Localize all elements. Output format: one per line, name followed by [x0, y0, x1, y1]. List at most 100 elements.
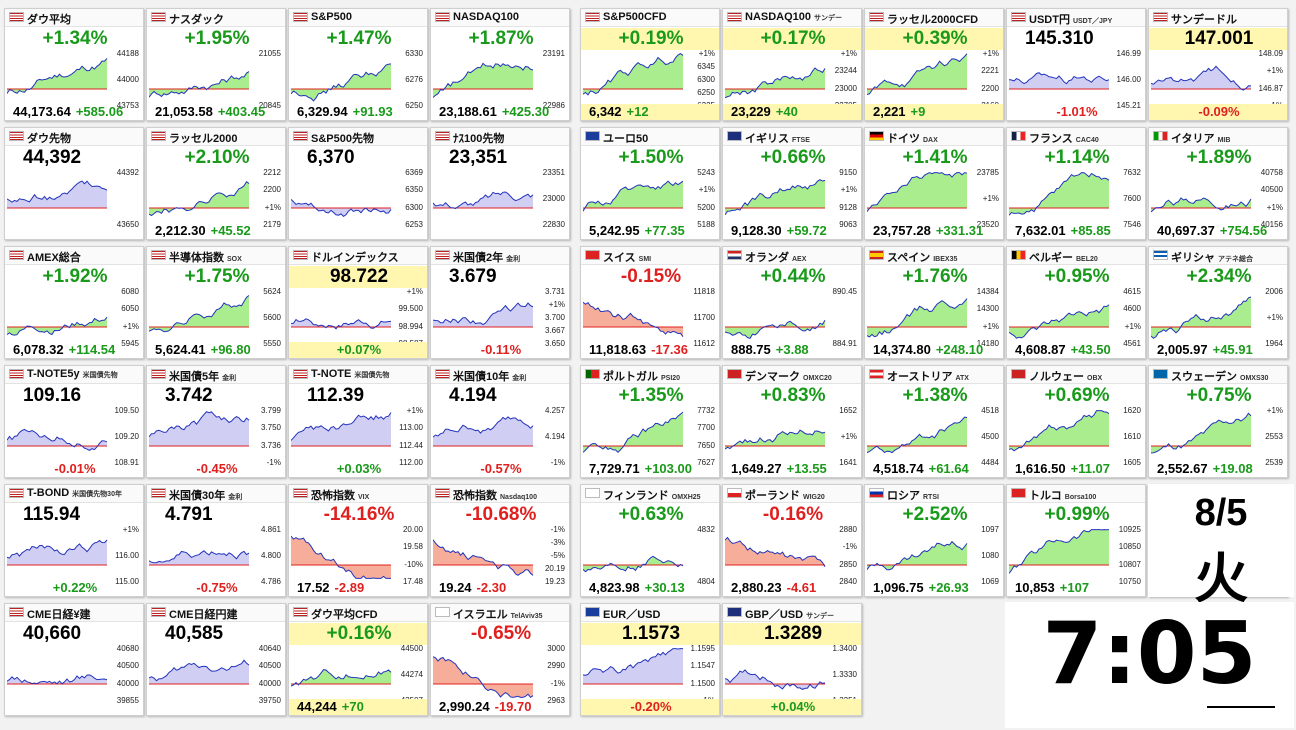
- tile-change-percent: -0.09%: [1198, 104, 1240, 119]
- tile-name: 恐怖指数 Nasdaq100: [453, 487, 537, 503]
- market-tile[interactable]: フィンランド OMXH25 +0.63% 4832 4804 4,823.98 +30.13: [580, 484, 720, 597]
- tile-header: ラッセル2000CFD: [865, 9, 1003, 27]
- market-tile[interactable]: ギリシャ アテネ総合 +2.34% 2006 +1% 1964 2,005.97 +45.91: [1148, 246, 1288, 359]
- sparkline-line: [433, 302, 534, 326]
- market-tile[interactable]: ベルギー BEL20 +0.95% 4615 4600 +1% 4561 4,608.87 +4…: [1006, 246, 1146, 359]
- tile-name: ドイツ DAX: [887, 130, 938, 146]
- clock-underline: [1207, 706, 1275, 708]
- axis-label: 6253: [405, 220, 423, 229]
- market-tile[interactable]: ロシア RTSI +2.52% 1097 1080 1069 1,096.75 +26.93: [864, 484, 1004, 597]
- market-tile[interactable]: ノルウェー OBX +0.69% 1620 1610 1605 1,616.50 +11.07: [1006, 365, 1146, 478]
- tile-name-text: ポルトガル: [603, 371, 658, 383]
- market-tile[interactable]: CME日経円建 40,585 40640 40500 40000 39750: [146, 603, 286, 716]
- tile-sparkline: [7, 180, 108, 209]
- tile-footer: 7,729.71 +103.00: [581, 461, 719, 477]
- sparkline-line: [725, 536, 826, 568]
- market-tile[interactable]: GBP／USDサンデー1.32891.34001.33301.3251+0.04…: [722, 603, 862, 716]
- market-tile[interactable]: 米国債10年 金利 4.194 4.257 4.194 -1% -0.57%: [430, 365, 570, 478]
- sparkline-area: [1009, 172, 1109, 216]
- tile-sparkline: [867, 416, 968, 454]
- sparkline-area: [725, 67, 825, 98]
- market-tile[interactable]: S&P500 +1.47% 6330 6276 6250 6,329.94 +91.93: [288, 8, 428, 121]
- tile-header: ノルウェー OBX: [1007, 366, 1145, 384]
- market-tile[interactable]: T-NOTE 米国債先物 112.39 +1% 113.00 112.44 112.00 +0…: [288, 365, 428, 478]
- market-tile[interactable]: S&P500CFD+0.19%+1%63456300625062256,342+…: [580, 8, 720, 121]
- market-tile[interactable]: ダウ平均CFD+0.16%44500442744350744,244+70: [288, 603, 428, 716]
- axis-label: -1%: [550, 458, 565, 467]
- market-tile[interactable]: オーストリア ATX +1.38% 4518 4500 4484 4,518.74 +61.6…: [864, 365, 1004, 478]
- tile-subname: FTSE: [792, 137, 810, 144]
- market-tile[interactable]: ドルインデックス98.722+1%99.50098.99498.587+0.07…: [288, 246, 428, 359]
- market-tile[interactable]: トルコ Borsa100 +0.99% 10925 10850 10807 10750 10,…: [1006, 484, 1146, 597]
- tile-name: フィンランド OMXH25: [603, 487, 701, 503]
- market-tile[interactable]: CME日経¥建 40,660 40680 40500 40000 39855: [4, 603, 144, 716]
- market-tile[interactable]: S&P500先物 6,370 6369 6350 6300 6253: [288, 127, 428, 240]
- market-tile[interactable]: ポーランド WIG20 -0.16% 2880 -1% 2850 2840 2,880.23-…: [722, 484, 862, 597]
- tile-header: 恐怖指数 VIX: [289, 485, 427, 503]
- market-tile[interactable]: 恐怖指数 VIX -14.16% 20.00 19.58 -10% 17.48 17.52 -2…: [288, 484, 428, 597]
- axis-label: 5550: [263, 339, 281, 348]
- tile-headline: +0.69%: [1044, 385, 1110, 406]
- flag-us-icon: [1153, 12, 1168, 22]
- tile-price: 9,128.30 +59.72: [731, 223, 827, 238]
- market-tile[interactable]: ナスダック +1.95% 21055 20845 21,053.58 +403.45: [146, 8, 286, 121]
- tile-sparkline: [867, 540, 968, 571]
- tile-subname: TelAviv35: [510, 613, 543, 620]
- tile-subname: アテネ総合: [1218, 256, 1253, 263]
- market-tile[interactable]: ラッセル2000 +2.10% 2212 2200 +1% 2179 2,212.30 +45…: [146, 127, 286, 240]
- market-tile[interactable]: ユーロ50 +1.50% 5243 +1% 5200 5188 5,242.95 +77.35: [580, 127, 720, 240]
- axis-label: 148.09: [1258, 49, 1283, 58]
- market-tile[interactable]: ラッセル2000CFD+0.39%+1%2221220021602,221+9: [864, 8, 1004, 121]
- flag-eu-icon: [585, 131, 600, 141]
- market-tile[interactable]: オランダ AEX +0.44% 890.45 884.91 888.75 +3.88: [722, 246, 862, 359]
- tile-name-text: ナスダック: [169, 14, 224, 26]
- market-tile[interactable]: NASDAQ100 +1.87% 23191 22986 23,188.61 +425.3…: [430, 8, 570, 121]
- axis-label: +1%: [1266, 202, 1283, 212]
- tile-header: オーストリア ATX: [865, 366, 1003, 384]
- market-tile[interactable]: ドイツ DAX +1.41% 23785 +1% 23520 23,757.28 +331.3…: [864, 127, 1004, 240]
- market-tile[interactable]: AMEX総合 +1.92% 6080 6050 +1% 5945 6,078.32 +114.…: [4, 246, 144, 359]
- market-tile[interactable]: 米国債2年 金利 3.679 3.731 +1% 3.700 3.667 3.650 -0.11…: [430, 246, 570, 359]
- tile-subname: WIG20: [803, 494, 825, 501]
- axis-label: -5%: [550, 551, 565, 560]
- tile-change: +114.54: [68, 342, 116, 357]
- sparkline-area: [149, 181, 249, 216]
- market-tile[interactable]: 米国債30年 金利 4.791 4.861 4.800 4.786 -0.75%: [146, 484, 286, 597]
- tile-name-text: T-NOTE: [311, 368, 352, 380]
- axis-label: 2553: [1265, 432, 1283, 441]
- axis-label: 3.799: [260, 406, 281, 415]
- market-tile[interactable]: スペイン IBEX35 +1.76% 14384 14300 +1% 14180 14,374…: [864, 246, 1004, 359]
- market-tile[interactable]: T-BOND 米国債先物30年 115.94 +1% 116.00 115.00 +0.22…: [4, 484, 144, 597]
- market-tile[interactable]: ﾅｽ100先物 23,351 23351 23000 22830: [430, 127, 570, 240]
- flag-uk-icon: [727, 131, 742, 141]
- market-tile[interactable]: 半導体指数 SOX +1.75% 5624 5600 5550 5,624.41 +96.80: [146, 246, 286, 359]
- market-tile[interactable]: T-NOTE5y 米国債先物 109.16 109.50 109.20 108.91 -0.…: [4, 365, 144, 478]
- axis-label: 4832: [697, 525, 715, 534]
- market-tile[interactable]: フランス CAC40 +1.14% 7632 7600 7546 7,632.01 +85.8…: [1006, 127, 1146, 240]
- market-tile[interactable]: イギリス FTSE +0.66% 9150 +1% 9128 9063 9,128.30 +59…: [722, 127, 862, 240]
- market-tile[interactable]: スウェーデン OMXS30 +0.75% +1% 2553 2539 2,552.67 +19…: [1148, 365, 1288, 478]
- market-tile[interactable]: 恐怖指数 Nasdaq100 -10.68% -1% -3% -5% 20.19 19.23 1…: [430, 484, 570, 597]
- market-tile[interactable]: イタリア MIB +1.89% 40758 40500 +1% 40156 40,697.37…: [1148, 127, 1288, 240]
- tile-name: デンマーク OMXC20: [745, 368, 832, 384]
- tile-sparkline: [149, 181, 250, 217]
- axis-label: 40500: [1260, 185, 1283, 195]
- tile-header: 米国債2年 金利: [431, 247, 569, 265]
- market-tile[interactable]: デンマーク OMXC20 +0.83% 1652 +1% 1641 1,649.27 +13.…: [722, 365, 862, 478]
- market-tile[interactable]: ダウ先物 44,392 44392 43650: [4, 127, 144, 240]
- market-tile[interactable]: ダウ平均 +1.34% 44188 44000 43753 44,173.64 +585.0…: [4, 8, 144, 121]
- tile-change: +11.07: [1070, 461, 1111, 476]
- market-tile[interactable]: ポルトガル PSI20 +1.35% 7732 7700 7650 7627 7,729.71…: [580, 365, 720, 478]
- tile-name-text: 米国債2年: [453, 252, 504, 264]
- market-tile[interactable]: USDT円 USDT／JPY 145.310 146.99 146.00 145.21 -1…: [1006, 8, 1146, 121]
- tile-price: 2,990.24 -19.70: [439, 699, 532, 714]
- market-tile[interactable]: 米国債5年 金利 3.742 3.799 3.750 3.736 -1% -0.45%: [146, 365, 286, 478]
- market-tile[interactable]: イスラエル TelAviv35 -0.65% 3000 2990 -1% 2963 2,990…: [430, 603, 570, 716]
- tile-change: -2.30: [476, 580, 507, 595]
- market-tile[interactable]: NASDAQ100サンデー+0.17%+1%23244230002270523,…: [722, 8, 862, 121]
- tile-sparkline: [867, 53, 968, 96]
- tile-footer: 888.75 +3.88: [723, 342, 861, 358]
- market-tile[interactable]: スイス SMI -0.15% 11818 11700 11612 11,818.63 -17.…: [580, 246, 720, 359]
